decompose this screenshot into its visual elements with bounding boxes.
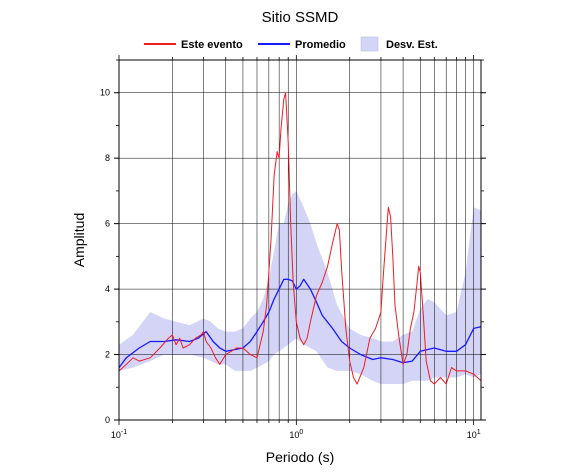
y-axis-label: Amplitud [71,213,87,267]
legend: Este evento Promedio Desv. Est. [144,36,438,52]
grid [119,60,481,420]
legend-label-este-evento: Este evento [181,39,243,51]
plot-frame [118,59,482,421]
y-tick-label: 0 [105,415,110,425]
y-tick-label: 10 [100,88,110,98]
x-tick-label: 101 [467,429,481,440]
series-line-este-evento [118,92,482,385]
x-tick-label: 10-1 [111,429,127,440]
axis-ticks: 0 2 4 6 8 10 10-1 100 101 [100,55,486,440]
legend-swatch-desv-est [360,36,379,52]
series-lines [118,92,482,385]
y-tick-label: 6 [105,219,110,229]
y-tick-label: 2 [105,350,110,360]
y-tick-label: 4 [105,284,110,294]
legend-label-desv-est: Desv. Est. [386,39,438,51]
x-tick-label: 100 [289,429,303,440]
legend-label-promedio: Promedio [295,39,346,51]
chart-title: Sitio SSMD [262,9,339,26]
series-line-promedio [118,278,482,368]
x-axis-label: Periodo (s) [266,449,334,465]
y-tick-label: 8 [105,153,110,163]
